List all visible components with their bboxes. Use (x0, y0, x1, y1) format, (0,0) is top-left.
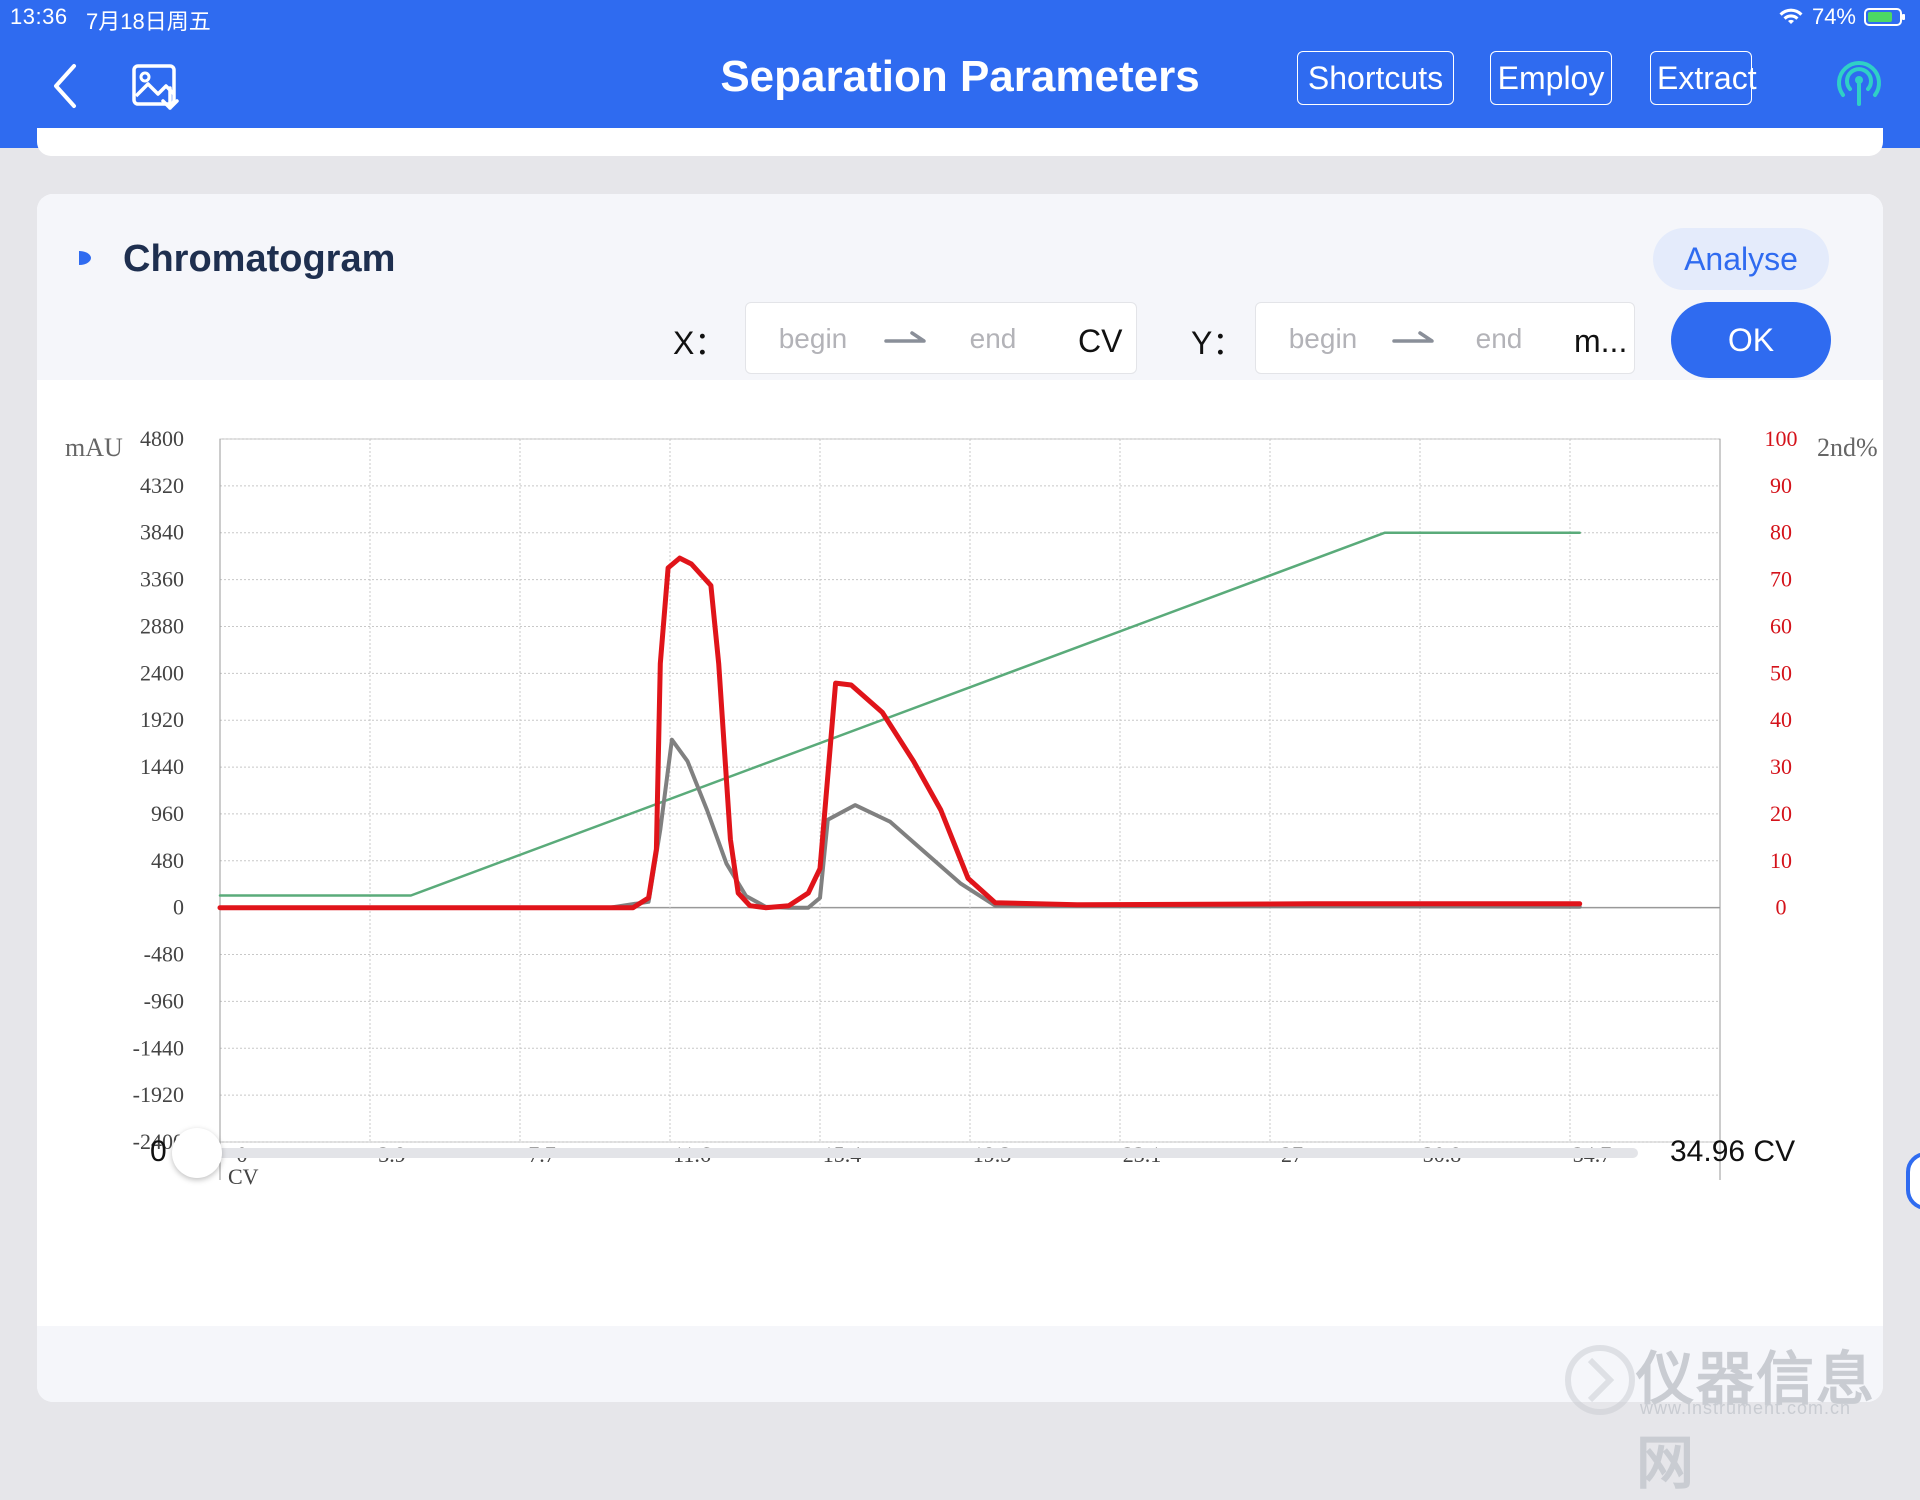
page-title: Separation Parameters (720, 52, 1200, 101)
app-header: 13:36 7月18日周五 74% Separation Parameters … (0, 0, 1920, 148)
slider-min-label: 0 (150, 1135, 167, 1168)
y-tick-label: 2400 (140, 660, 184, 685)
y-unit-label: m... (1574, 323, 1628, 359)
y2-tick-label: 100 (1765, 426, 1798, 451)
y2-tick-label: 60 (1770, 613, 1792, 638)
series-line-2 (218, 737, 1582, 910)
y-axis-unit-label: mAU (65, 433, 123, 462)
wifi-icon (1779, 8, 1803, 24)
slider-max-label: 34.96 CV (1670, 1135, 1796, 1168)
employ-button[interactable]: Employ (1490, 51, 1612, 105)
y-tick-label: -1440 (133, 1035, 184, 1060)
range-arrow-icon (1392, 331, 1434, 343)
y2-tick-label: 40 (1770, 707, 1792, 732)
y-tick-label: 480 (151, 848, 184, 873)
y2-tick-label: 20 (1770, 801, 1792, 826)
y-tick-label: 2880 (140, 613, 184, 638)
battery-icon (1864, 8, 1905, 26)
y-tick-label: 3360 (140, 567, 184, 592)
y-tick-label: 960 (151, 801, 184, 826)
y-tick-label: -480 (144, 942, 184, 967)
y-tick-label: 4320 (140, 473, 184, 498)
battery-percent: 74% (1811, 4, 1856, 29)
cv-range-slider-thumb[interactable] (172, 1128, 222, 1178)
extract-button[interactable]: Extract (1650, 51, 1757, 105)
y-tick-label: 3840 (140, 520, 184, 545)
series-line-3 (217, 555, 1583, 911)
y2-tick-label: 0 (1776, 895, 1787, 920)
y-range-label: Y： (1191, 325, 1245, 361)
image-export-icon[interactable] (130, 62, 186, 112)
x-end-input[interactable] (936, 317, 1050, 361)
y-tick-label: -960 (144, 988, 184, 1013)
y2-tick-label: 70 (1770, 567, 1792, 592)
shortcuts-button[interactable]: Shortcuts (1297, 51, 1454, 105)
x-range-label: X： (673, 325, 727, 361)
y-tick-label: 4800 (140, 426, 184, 451)
y-begin-input[interactable] (1266, 317, 1380, 361)
series-line-1 (218, 531, 1581, 897)
section-title: Chromatogram (123, 238, 396, 280)
x-range-box: CV (745, 302, 1137, 374)
back-arrow-icon[interactable] (46, 58, 86, 114)
y-end-input[interactable] (1442, 317, 1556, 361)
y-tick-label: 0 (173, 895, 184, 920)
x-begin-input[interactable] (756, 317, 870, 361)
y-tick-label: 1920 (140, 707, 184, 732)
x-axis-unit-label: CV (228, 1164, 259, 1189)
y-tick-label: -1920 (133, 1082, 184, 1107)
status-right: 74% (1778, 4, 1905, 30)
section-bullet-icon (79, 251, 91, 265)
status-time: 13:36 (10, 4, 68, 29)
range-arrow-icon (884, 331, 926, 343)
y2-tick-label: 50 (1770, 660, 1792, 685)
y2-tick-label: 30 (1770, 754, 1792, 779)
chromatogram-card-header: Chromatogram Analyse X： CV Y： m... OK (37, 194, 1883, 380)
ok-button[interactable]: OK (1671, 302, 1831, 378)
y2-tick-label: 10 (1770, 848, 1792, 873)
chromatogram-chart[interactable]: 480043203840336028802400192014409604800-… (37, 194, 1883, 1324)
range-slider-area (37, 1326, 1883, 1402)
cv-range-slider-track[interactable] (192, 1148, 1638, 1158)
y-range-box: m... (1255, 302, 1635, 374)
y-tick-label: 1440 (140, 754, 184, 779)
previous-card-edge (37, 128, 1883, 156)
analyse-button[interactable]: Analyse (1653, 228, 1829, 290)
y2-tick-label: 90 (1770, 473, 1792, 498)
status-date: 7月18日周五 (86, 9, 211, 34)
y2-axis-unit-label: 2nd% (1817, 433, 1878, 462)
x-unit-label: CV (1078, 323, 1123, 359)
signal-broadcast-icon[interactable] (1834, 58, 1884, 108)
y2-tick-label: 80 (1770, 520, 1792, 545)
chromatogram-card: Chromatogram Analyse X： CV Y： m... OK 48… (37, 194, 1883, 1402)
floating-side-handle[interactable] (1906, 1152, 1920, 1210)
